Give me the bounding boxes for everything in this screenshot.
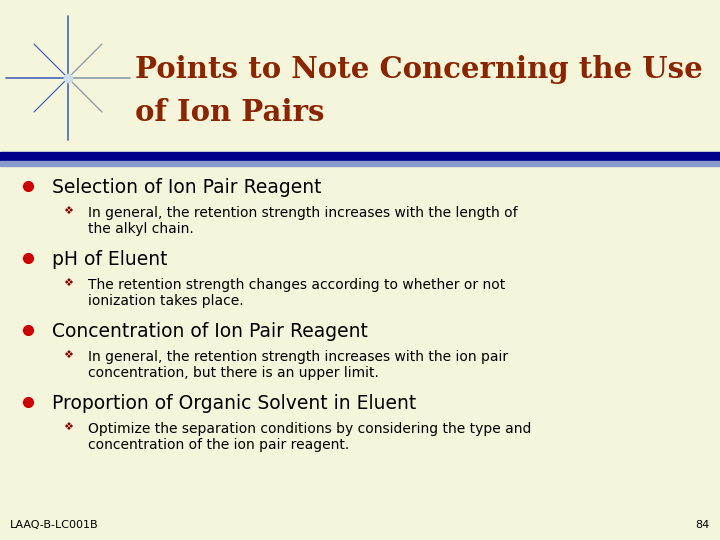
Text: ❖: ❖ bbox=[63, 422, 73, 432]
Text: ❖: ❖ bbox=[63, 206, 73, 216]
Text: Optimize the separation conditions by considering the type and: Optimize the separation conditions by co… bbox=[88, 422, 531, 436]
Text: ❖: ❖ bbox=[63, 350, 73, 360]
Text: In general, the retention strength increases with the length of: In general, the retention strength incre… bbox=[88, 206, 518, 220]
Text: the alkyl chain.: the alkyl chain. bbox=[88, 222, 194, 236]
Text: LAAQ-B-LC001B: LAAQ-B-LC001B bbox=[10, 520, 99, 530]
Text: pH of Eluent: pH of Eluent bbox=[52, 250, 168, 269]
Text: Concentration of Ion Pair Reagent: Concentration of Ion Pair Reagent bbox=[52, 322, 368, 341]
Text: concentration of the ion pair reagent.: concentration of the ion pair reagent. bbox=[88, 438, 349, 452]
Text: ❖: ❖ bbox=[63, 278, 73, 288]
Text: 84: 84 bbox=[696, 520, 710, 530]
Text: of Ion Pairs: of Ion Pairs bbox=[135, 98, 325, 127]
Text: Selection of Ion Pair Reagent: Selection of Ion Pair Reagent bbox=[52, 178, 322, 197]
Text: The retention strength changes according to whether or not: The retention strength changes according… bbox=[88, 278, 505, 292]
Bar bbox=[0, 161, 720, 166]
Bar bbox=[0, 152, 720, 161]
Text: ionization takes place.: ionization takes place. bbox=[88, 294, 243, 308]
Text: In general, the retention strength increases with the ion pair: In general, the retention strength incre… bbox=[88, 350, 508, 364]
Text: Proportion of Organic Solvent in Eluent: Proportion of Organic Solvent in Eluent bbox=[52, 394, 416, 413]
Text: concentration, but there is an upper limit.: concentration, but there is an upper lim… bbox=[88, 366, 379, 380]
Text: Points to Note Concerning the Use: Points to Note Concerning the Use bbox=[135, 55, 703, 84]
